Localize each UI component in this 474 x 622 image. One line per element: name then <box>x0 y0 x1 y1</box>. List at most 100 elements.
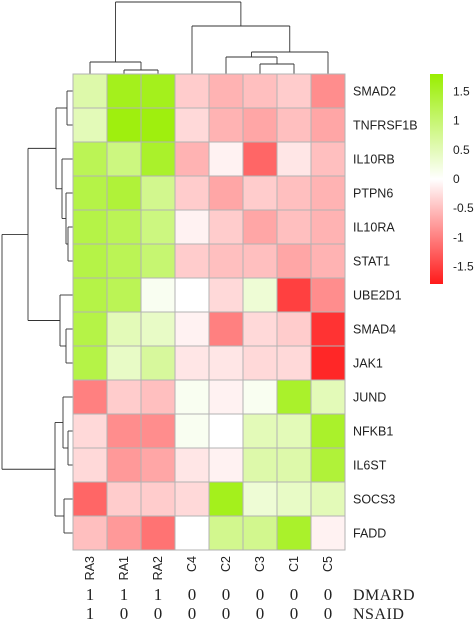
heatmap-cell <box>174 413 210 449</box>
heatmap-cell <box>140 413 176 449</box>
heatmap-cell <box>140 379 176 415</box>
heatmap-cell <box>242 243 278 279</box>
annotation-value: 0 <box>188 604 197 622</box>
heatmap-cell <box>106 515 142 551</box>
heatmap-cell <box>72 345 108 381</box>
heatmap-cell <box>310 107 346 143</box>
row-label: FADD <box>353 527 386 541</box>
heatmap-cell <box>106 311 142 347</box>
color-bar-tick-label: 0.5 <box>453 143 470 157</box>
color-bar-tick-label: 1 <box>453 114 460 128</box>
column-label: C5 <box>321 556 335 572</box>
heatmap-cell <box>208 481 244 517</box>
heatmap-cell <box>72 141 108 177</box>
heatmap-cell <box>106 73 142 109</box>
column-label: C3 <box>253 556 267 572</box>
heatmap-cell <box>72 73 108 109</box>
heatmap-cell <box>242 209 278 245</box>
heatmap-cell <box>106 175 142 211</box>
heatmap-cell <box>106 243 142 279</box>
heatmap-cell <box>174 481 210 517</box>
heatmap-cells <box>72 73 346 551</box>
heatmap-cell <box>140 481 176 517</box>
heatmap-cell <box>208 209 244 245</box>
row-label: PTPN6 <box>353 187 393 201</box>
heatmap-cell <box>276 345 312 381</box>
heatmap-cell <box>276 447 312 483</box>
heatmap-cell <box>106 107 142 143</box>
column-label: C2 <box>219 556 233 572</box>
heatmap-cell <box>174 141 210 177</box>
heatmap-cell <box>208 175 244 211</box>
row-label: IL6ST <box>353 459 387 473</box>
annotation-value: 0 <box>256 585 265 604</box>
heatmap-cell <box>174 379 210 415</box>
heatmap-cell <box>208 141 244 177</box>
heatmap-cell <box>174 277 210 313</box>
heatmap-cell <box>106 141 142 177</box>
heatmap-cell <box>72 311 108 347</box>
heatmap-cell <box>310 379 346 415</box>
heatmap-cell <box>106 413 142 449</box>
annotation-label: NSAID <box>353 606 404 622</box>
annotation-value: 0 <box>256 604 265 622</box>
heatmap-cell <box>242 175 278 211</box>
heatmap-cell <box>276 73 312 109</box>
annotation-value: 0 <box>324 604 333 622</box>
color-bar-tick-label: -1 <box>453 230 464 244</box>
heatmap-cell <box>310 515 346 551</box>
heatmap-cell <box>242 277 278 313</box>
heatmap-cell <box>276 243 312 279</box>
column-label: RA1 <box>117 556 131 580</box>
heatmap-cell <box>72 107 108 143</box>
annotation-value: 1 <box>86 585 95 604</box>
color-bar-tick-label: 0 <box>453 172 460 186</box>
row-label: JUND <box>353 391 386 405</box>
annotation-value: 0 <box>290 604 299 622</box>
annotation-value: 0 <box>120 604 129 622</box>
heatmap-cell <box>72 515 108 551</box>
heatmap-cell <box>310 243 346 279</box>
heatmap-cell <box>208 379 244 415</box>
heatmap-cell <box>140 175 176 211</box>
heatmap-cell <box>140 277 176 313</box>
heatmap-cell <box>208 73 244 109</box>
heatmap-cell <box>106 481 142 517</box>
annotation-value: 0 <box>290 585 299 604</box>
heatmap-cell <box>72 481 108 517</box>
row-label: NFKB1 <box>353 425 393 439</box>
heatmap-cell <box>174 243 210 279</box>
column-dendrogram <box>89 1 329 74</box>
heatmap-cell <box>310 447 346 483</box>
annotation-value: 0 <box>324 585 333 604</box>
heatmap-cell <box>140 243 176 279</box>
annotation-value: 1 <box>154 585 163 604</box>
heatmap-cell <box>310 345 346 381</box>
heatmap-cell <box>276 175 312 211</box>
heatmap-cell <box>106 277 142 313</box>
heatmap-cell <box>208 345 244 381</box>
heatmap-cell <box>242 107 278 143</box>
column-label: RA3 <box>83 556 97 580</box>
heatmap-cell <box>140 515 176 551</box>
color-bar <box>430 74 443 284</box>
heatmap-cell <box>72 379 108 415</box>
heatmap-cell <box>106 209 142 245</box>
heatmap-cell <box>174 345 210 381</box>
row-label: IL10RB <box>353 153 395 167</box>
heatmap-cell <box>310 141 346 177</box>
heatmap-cell <box>242 345 278 381</box>
row-label: STAT1 <box>353 255 390 269</box>
heatmap-cell <box>242 413 278 449</box>
heatmap-cell <box>174 175 210 211</box>
color-legend: 1.5 1 0.5 0 -0.5 -1 -1.5 <box>430 74 474 284</box>
heatmap-cell <box>276 311 312 347</box>
heatmap-cell <box>310 481 346 517</box>
column-label: RA2 <box>151 556 165 580</box>
annotation-value: 0 <box>222 585 231 604</box>
heatmap-cell <box>106 379 142 415</box>
heatmap-cell <box>310 277 346 313</box>
heatmap-cell <box>140 345 176 381</box>
